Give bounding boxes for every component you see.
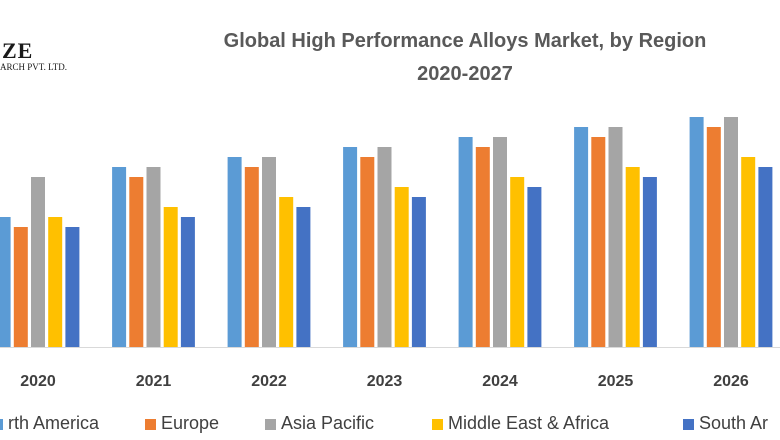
bar-south-america-2023 — [411, 197, 426, 347]
chart-legend: rth America Europe Asia Pacific Middle East… — [0, 413, 780, 437]
bar-south-america-2020 — [65, 227, 80, 347]
bar-middle-east-africa-2020 — [48, 217, 63, 347]
bar-europe-2020 — [13, 227, 28, 347]
bar-asia-pacific-2025 — [608, 127, 623, 347]
bar-middle-east-africa-2021 — [163, 207, 178, 347]
bar-middle-east-africa-2023 — [394, 187, 409, 347]
bar-south-america-2021 — [180, 217, 195, 347]
bar-europe-2025 — [591, 137, 606, 347]
bar-south-america-2026 — [758, 167, 773, 347]
bar-south-america-2024 — [527, 187, 542, 347]
bar-middle-east-africa-2022 — [279, 197, 294, 347]
legend-swatch — [145, 419, 156, 430]
x-tick-label: 2021 — [136, 373, 172, 390]
bar-europe-2026 — [706, 127, 721, 347]
bar-asia-pacific-2023 — [377, 147, 392, 347]
legend-label: Middle East & Africa — [448, 413, 610, 433]
legend-label: South Ar — [699, 413, 769, 433]
logo-text: ZE — [2, 38, 34, 63]
bar-north-america-2025 — [574, 127, 589, 347]
legend-label: Europe — [161, 413, 220, 433]
legend-label: Asia Pacific — [281, 413, 375, 433]
legend-label: rth America — [8, 413, 100, 433]
bar-europe-2022 — [244, 167, 259, 347]
bar-asia-pacific-2020 — [31, 177, 45, 347]
x-tick-label: 2022 — [251, 373, 287, 390]
chart-subtitle: 2020-2027 — [417, 63, 513, 85]
legend-swatch — [683, 419, 694, 430]
bar-north-america-2021 — [112, 167, 127, 347]
bar-north-america-2023 — [343, 147, 358, 347]
bar-north-america-2020 — [0, 217, 11, 347]
bar-middle-east-africa-2025 — [625, 167, 640, 347]
bar-asia-pacific-2022 — [262, 157, 276, 347]
chart-title: Global High Performance Alloys Market, b… — [223, 30, 707, 52]
legend-swatch — [265, 419, 276, 430]
bar-asia-pacific-2024 — [493, 137, 507, 347]
bar-south-america-2022 — [296, 207, 311, 347]
bar-asia-pacific-2026 — [724, 117, 738, 347]
bar-europe-2024 — [475, 147, 490, 347]
logo-subtext: ARCH PVT. LTD. — [0, 62, 68, 72]
bar-south-america-2025 — [642, 177, 657, 347]
bar-europe-2021 — [129, 177, 144, 347]
bar-north-america-2024 — [458, 137, 473, 347]
bar-north-america-2022 — [227, 157, 242, 347]
x-tick-label: 2026 — [713, 373, 749, 390]
x-tick-label: 2024 — [482, 373, 518, 390]
legend-swatch — [432, 419, 443, 430]
legend-swatch — [0, 419, 3, 430]
bar-asia-pacific-2021 — [146, 167, 161, 347]
x-tick-label: 2023 — [367, 373, 403, 390]
x-tick-label: 2025 — [598, 373, 634, 390]
bar-middle-east-africa-2026 — [741, 157, 756, 347]
bar-north-america-2026 — [689, 117, 704, 347]
bar-europe-2023 — [360, 157, 375, 347]
bar-middle-east-africa-2024 — [510, 177, 525, 347]
x-tick-label: 2020 — [20, 373, 56, 390]
